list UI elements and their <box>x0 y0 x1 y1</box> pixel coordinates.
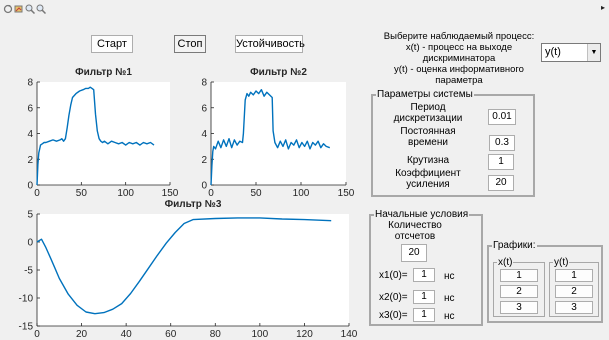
rotate-icon[interactable] <box>3 4 13 14</box>
plot-title-2: Фильтр №2 <box>250 67 307 78</box>
x-tick-label: 80 <box>210 329 222 340</box>
count-field[interactable]: 20 <box>401 244 427 262</box>
y-tick-label: 0 <box>27 238 33 249</box>
process-prompt-line: параметра <box>435 75 483 86</box>
x-graphs-title: x(t) <box>497 257 514 268</box>
x-tick-label: 50 <box>76 188 88 199</box>
gain-field[interactable]: 20 <box>488 175 514 191</box>
process-prompt-line: Выберите наблюдаемый процесс: <box>383 31 535 42</box>
y-tick-label: -5 <box>24 266 33 277</box>
gain-label-line: усиления <box>406 179 450 190</box>
y-tick-label: 4 <box>201 129 207 140</box>
x-tick-label: 100 <box>252 329 269 340</box>
figure-toolbar: ▸ <box>0 0 609 18</box>
series-line-1 <box>36 86 155 186</box>
period-label-line: дискретизации <box>393 113 463 124</box>
stop-button[interactable]: Стоп <box>174 35 206 53</box>
x-tick-label: 140 <box>341 329 358 340</box>
process-prompt-line: дискриминатора <box>422 53 496 64</box>
y-tick-label: 6 <box>201 103 207 114</box>
process-select-value: y(t) <box>545 46 561 58</box>
x-tick-label: 40 <box>121 329 133 340</box>
x-tick-label: 0 <box>34 329 40 340</box>
period-field[interactable]: 0.01 <box>488 109 516 125</box>
slope-field[interactable]: 1 <box>488 154 514 170</box>
time-const-label-line: времени <box>408 137 448 148</box>
period-label: Период дискретизации <box>378 102 478 124</box>
x-tick-label: 0 <box>208 188 214 199</box>
x-graph-button-1[interactable]: 1 <box>500 269 538 282</box>
y-tick-label: 0 <box>27 181 33 192</box>
y-graphs-title: y(t) <box>553 257 570 268</box>
plot-area-2 <box>211 82 346 185</box>
y-tick-label: 4 <box>27 129 33 140</box>
plot-area-1 <box>37 82 170 185</box>
x3-field[interactable]: 1 <box>413 308 435 322</box>
series-line-3 <box>36 217 332 315</box>
system-params-title: Параметры системы <box>376 89 474 100</box>
y-tick-label: 8 <box>201 78 207 89</box>
x1-field[interactable]: 1 <box>413 268 435 282</box>
x-tick-label: 120 <box>296 329 313 340</box>
x-tick-label: 150 <box>162 188 179 199</box>
x2-field[interactable]: 1 <box>413 290 435 304</box>
zoom-in-icon[interactable] <box>25 4 36 15</box>
x-graph-button-3[interactable]: 3 <box>500 301 538 314</box>
y-tick-label: 6 <box>27 103 33 114</box>
y-tick-label: 5 <box>27 210 33 221</box>
y-graph-button-2[interactable]: 2 <box>555 285 593 298</box>
process-prompt: Выберите наблюдаемый процесс: x(t) - про… <box>379 31 539 86</box>
process-select[interactable]: y(t) ▼ <box>541 43 601 62</box>
y-tick-label: -15 <box>19 322 34 333</box>
plot-title-3: Фильтр №3 <box>165 199 222 210</box>
zoom-out-icon[interactable] <box>36 4 47 15</box>
x2-unit: нс <box>444 293 455 304</box>
time-const-field[interactable]: 0.3 <box>489 135 515 151</box>
process-prompt-line: y(t) - оценка информативного <box>394 64 524 75</box>
y-tick-label: 2 <box>27 155 33 166</box>
y-tick-label: -10 <box>19 294 34 305</box>
x3-unit: нс <box>444 311 455 322</box>
x-tick-label: 60 <box>165 329 177 340</box>
x-tick-label: 50 <box>250 188 262 199</box>
x-tick-label: 150 <box>338 188 355 199</box>
plot-title-1: Фильтр №1 <box>75 67 132 78</box>
count-label-line: отсчетов <box>394 231 436 242</box>
toolbar-overflow-icon[interactable]: ▸ <box>600 3 605 12</box>
y-tick-label: 8 <box>27 78 33 89</box>
period-label-line: Период <box>410 102 446 113</box>
slope-label: Крутизна <box>406 155 450 166</box>
graphs-title: Графики: <box>492 240 537 251</box>
y-tick-label: 0 <box>201 181 207 192</box>
time-const-label: Постоянная времени <box>378 126 478 148</box>
process-prompt-line: x(t) - процесс на выходе <box>405 42 513 53</box>
chevron-down-icon[interactable]: ▼ <box>587 44 600 61</box>
y-graph-button-3[interactable]: 3 <box>555 301 593 314</box>
x3-label: x3(0)= <box>379 310 408 321</box>
gain-label: Коэффициент усиления <box>378 168 478 190</box>
count-label: Количество отсчетов <box>375 220 455 242</box>
initial-conditions-title: Начальные условия <box>374 209 470 220</box>
x-tick-label: 0 <box>34 188 40 199</box>
x1-unit: нс <box>444 271 455 282</box>
stability-button[interactable]: Устойчивость <box>235 35 305 53</box>
time-const-label-line: Постоянная <box>400 126 456 137</box>
count-label-line: Количество <box>388 220 442 231</box>
x-tick-label: 100 <box>293 188 310 199</box>
x-graph-button-2[interactable]: 2 <box>500 285 538 298</box>
y-graph-button-1[interactable]: 1 <box>555 269 593 282</box>
start-button[interactable]: Старт <box>91 35 133 53</box>
x1-label: x1(0)= <box>379 270 408 281</box>
plot-area-3 <box>37 214 349 326</box>
x-tick-label: 20 <box>76 329 88 340</box>
x2-label: x2(0)= <box>379 292 408 303</box>
data-cursor-icon[interactable] <box>14 4 24 14</box>
series-line-2 <box>210 88 331 186</box>
y-tick-label: 2 <box>201 155 207 166</box>
x-tick-label: 100 <box>117 188 134 199</box>
gain-label-line: Коэффициент <box>395 168 461 179</box>
